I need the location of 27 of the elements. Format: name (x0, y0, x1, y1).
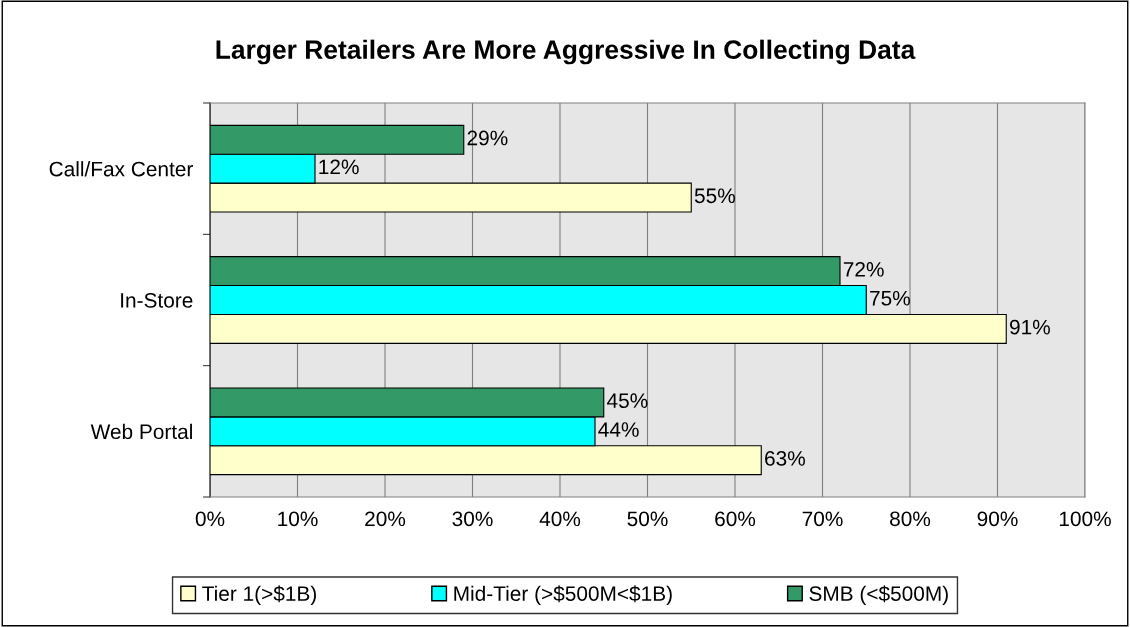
data-label: 55% (694, 188, 735, 204)
x-tick-label: 40% (539, 511, 581, 527)
x-tick-label: 50% (627, 511, 668, 527)
data-label: 44% (598, 422, 639, 437)
data-label: 75% (870, 290, 910, 306)
y-tick-label: Web Portal (90, 423, 192, 440)
x-tick-label: 90% (977, 511, 1018, 527)
x-tick-label: 0% (195, 511, 225, 527)
legend-label: SMB (<$500M) (809, 585, 948, 606)
x-tick-label: 10% (278, 511, 318, 527)
y-tick-label: In-Store (121, 293, 193, 308)
x-tick-label: 60% (715, 511, 756, 527)
x-tick-label: 30% (452, 511, 493, 527)
data-label: 91% (1010, 319, 1050, 335)
data-label: 45% (607, 393, 648, 409)
data-label: 29% (467, 130, 508, 146)
x-tick-label: 70% (802, 511, 843, 527)
legend-label: Tier 1(>$1B) (202, 585, 316, 606)
data-label: 12% (319, 159, 359, 175)
legend-label: Mid-Tier (>$500M<$1B) (454, 585, 672, 606)
data-label: 72% (843, 261, 884, 277)
data-label: 63% (765, 451, 805, 466)
x-tick-label: 100% (1059, 511, 1111, 527)
x-tick-label: 20% (365, 511, 406, 527)
y-tick-label: Call/Fax Center (49, 161, 193, 177)
chart-title: Larger Retailers Are More Aggressive In Collecting Data (216, 39, 916, 65)
x-tick-label: 80% (890, 511, 931, 527)
